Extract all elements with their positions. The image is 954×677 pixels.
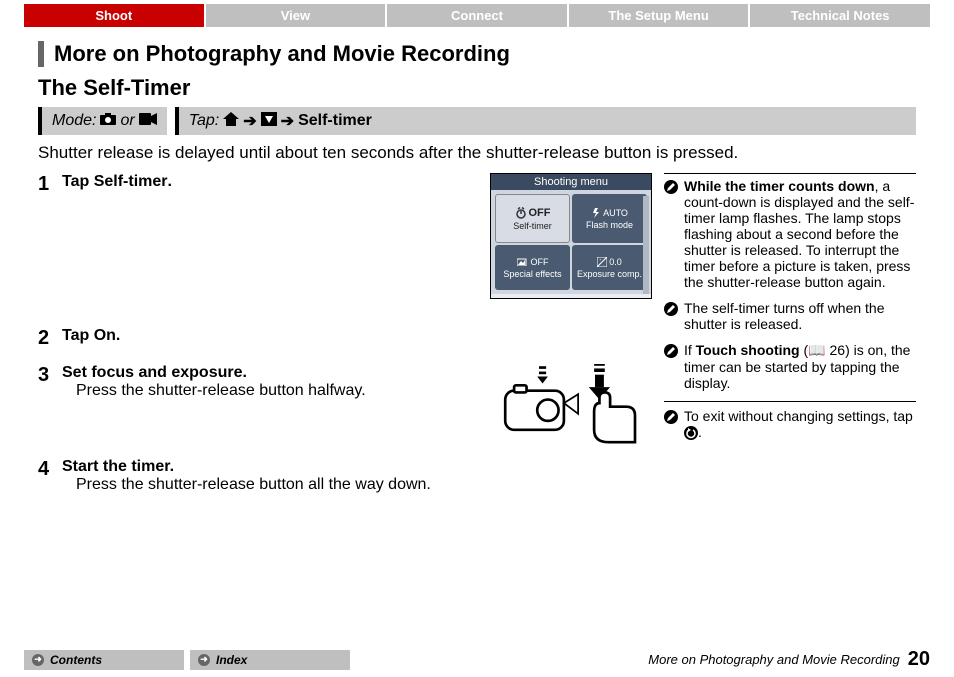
step-4: 4 Start the timer. Press the shutter-rel… [38,458,652,494]
step-2: 2 Tap On. [38,327,652,350]
arrow-1: ➔ [243,111,256,131]
camera-press-illustration [490,364,652,444]
pencil-icon [664,180,678,194]
tap-target: Self-timer [298,112,372,130]
step-4-number: 4 [38,458,54,481]
cell-1-label: Flash mode [586,220,633,230]
mode-prefix: Mode: [52,112,96,130]
page-subtitle: The Self-Timer [38,75,930,101]
arrow-circle-icon: ➜ [198,654,210,666]
step-3-title: Set focus and exposure. [62,364,482,382]
home-icon [223,112,239,131]
note-a-bold: While the timer counts down [684,178,875,194]
section-title: More on Photography and Movie Recording [38,41,930,67]
cell-flash-mode: AUTO Flash mode [572,194,647,243]
note-d-pre: To exit without changing settings, tap [684,408,913,424]
step-1-bold: Self-timer [94,173,168,190]
step-2-number: 2 [38,327,54,350]
tap-box: Tap: ➔ ➔ Self-timer [175,107,916,135]
shooting-menu-title: Shooting menu [491,174,651,190]
cell-3-label: Exposure comp. [577,269,642,279]
cell-0-label: Self-timer [513,221,552,231]
cell-special-effects: OFF Special effects [495,245,570,290]
note-exit: To exit without changing settings, tap . [664,401,916,440]
camera-icon [100,112,116,130]
tap-prefix: Tap: [189,112,220,130]
footer-index-button[interactable]: ➜ Index [190,650,350,670]
step-3: 3 Set focus and exposure. Press the shut… [38,364,652,444]
mode-box: Mode: or [38,107,167,135]
cell-exposure-comp: +-0.0 Exposure comp. [572,245,647,290]
tab-view[interactable]: View [206,4,386,27]
arrow-circle-icon: ➜ [32,654,44,666]
info-row: Mode: or Tap: ➔ ➔ Self-timer [38,107,916,135]
cell-self-timer: OFF Self-timer [495,194,570,243]
down-tile-icon [261,112,277,131]
step-4-title: Start the timer. [62,458,652,476]
tab-technical-notes[interactable]: Technical Notes [750,4,930,27]
note-b-text: The self-timer turns off when the shutte… [684,300,916,332]
page-number: 20 [908,648,930,671]
footer-contents-button[interactable]: ➜ Contents [24,650,184,670]
tab-shoot[interactable]: Shoot [24,4,204,27]
step-2-bold: On [94,327,116,344]
footer-index-label: Index [216,653,247,667]
step-2-pre: Tap [62,327,94,344]
movie-icon [139,112,157,130]
footer: ➜ Contents ➜ Index More on Photography a… [24,648,930,671]
step-1-pre: Tap [62,173,94,190]
note-a-text: , a count-down is displayed and the self… [684,178,914,290]
step-4-text: Press the shutter-release button all the… [76,476,652,494]
cell-3-mode: 0.0 [609,257,622,267]
note-turns-off: The self-timer turns off when the shutte… [664,300,916,332]
cell-1-mode: AUTO [603,208,628,218]
screenshot-scrollbar [643,196,649,294]
note-c-ref: (📖 26) [800,342,854,358]
footer-breadcrumb: More on Photography and Movie Recording [648,652,899,667]
step-3-number: 3 [38,364,54,387]
footer-contents-label: Contents [50,653,102,667]
step-1-post: . [168,173,172,190]
back-icon [684,424,698,440]
pencil-icon [664,344,678,358]
tab-setup-menu[interactable]: The Setup Menu [569,4,749,27]
pencil-icon [664,302,678,316]
note-c-pre: If [684,342,696,358]
cell-2-label: Special effects [503,269,561,279]
cell-0-mode: OFF [529,207,551,219]
shooting-menu-screenshot: Shooting menu OFF Self-timer AUTO Flash … [490,173,652,299]
intro-text: Shutter release is delayed until about t… [38,143,916,163]
notes-column: While the timer counts down, a count-dow… [664,173,916,508]
arrow-2: ➔ [281,111,294,131]
steps-column: 1 Tap Self-timer. Shooting menu OFF Self… [38,173,652,508]
step-1-number: 1 [38,173,54,196]
pencil-icon [664,410,678,424]
step-2-post: . [116,327,120,344]
tab-connect[interactable]: Connect [387,4,567,27]
step-1: 1 Tap Self-timer. Shooting menu OFF Self… [38,173,652,313]
cell-2-mode: OFF [531,257,549,267]
step-3-text: Press the shutter-release button halfway… [76,382,482,400]
note-c-bold: Touch shooting [696,342,800,358]
note-countdown: While the timer counts down, a count-dow… [664,178,916,290]
svg-text:-: - [603,262,605,267]
note-d-post: . [698,424,702,440]
note-touch-shooting: If Touch shooting (📖 26) is on, the time… [664,342,916,391]
svg-text:+: + [599,257,602,262]
top-tabs: Shoot View Connect The Setup Menu Techni… [24,4,930,27]
mode-or: or [120,112,134,130]
